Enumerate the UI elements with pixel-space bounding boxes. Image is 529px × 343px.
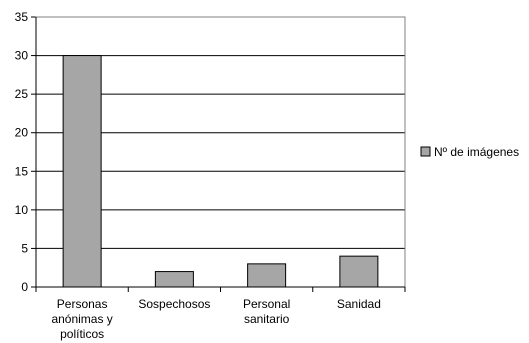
y-tick-label: 5 bbox=[21, 241, 28, 255]
bar bbox=[247, 263, 287, 288]
x-category-label: Personal bbox=[243, 297, 290, 311]
bar bbox=[62, 55, 102, 288]
y-axis-tick-labels: 0 5 10 15 20 25 30 35 bbox=[15, 10, 29, 294]
y-tick-label: 35 bbox=[15, 10, 29, 24]
x-category-label: políticos bbox=[60, 327, 104, 341]
bar bbox=[339, 255, 379, 288]
legend: Nº de imágenes bbox=[420, 145, 519, 159]
legend-label: Nº de imágenes bbox=[434, 145, 519, 159]
x-category-label: anónimas y bbox=[51, 312, 112, 326]
legend-swatch bbox=[420, 146, 431, 157]
y-tick-label: 10 bbox=[15, 203, 29, 217]
y-tick-label: 20 bbox=[15, 126, 29, 140]
y-tick-label: 0 bbox=[21, 280, 28, 294]
x-category-label: Sanidad bbox=[337, 297, 381, 311]
x-category-label: sanitario bbox=[244, 312, 290, 326]
y-tick-label: 15 bbox=[15, 164, 29, 178]
bar bbox=[154, 271, 194, 288]
y-tick-label: 25 bbox=[15, 87, 29, 101]
axes bbox=[31, 16, 406, 292]
x-category-label: Personas bbox=[57, 297, 108, 311]
y-tick-label: 30 bbox=[15, 49, 29, 63]
x-category-label: Sospechosos bbox=[138, 297, 210, 311]
